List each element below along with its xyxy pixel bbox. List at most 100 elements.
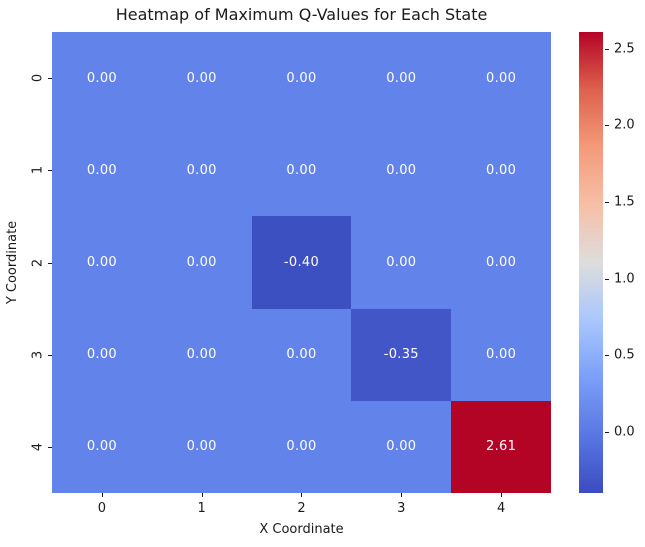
colorbar-tick-mark [605, 278, 609, 280]
x-tick: 3 [351, 493, 451, 519]
tick-label: 0 [30, 73, 46, 83]
tick-mark [48, 262, 52, 264]
colorbar-tick-label: 0.0 [614, 424, 635, 440]
colorbar-tick-mark [605, 431, 609, 433]
cell-value: 0.00 [86, 254, 117, 270]
cell-value: 0.00 [386, 70, 417, 86]
cell-value: 0.00 [486, 70, 517, 86]
tick-mark [48, 446, 52, 448]
cell-value: -0.35 [383, 347, 419, 363]
heatmap-cell: 0.00 [451, 32, 551, 125]
cell-value: 0.00 [86, 162, 117, 178]
x-tick: 1 [152, 493, 252, 519]
heatmap-cell: 0.00 [52, 400, 152, 493]
cell-value: 0.00 [486, 254, 517, 270]
colorbar-tick-label: 1.5 [614, 194, 635, 210]
heatmap-cell: 0.00 [151, 124, 252, 217]
tick-label: 2 [297, 501, 306, 516]
y-tick: 4 [20, 401, 52, 493]
colorbar-tick-label: 2.0 [614, 117, 635, 133]
colorbar-tick-label: 1.0 [614, 271, 635, 287]
heatmap-cell: 0.00 [351, 216, 452, 309]
cell-value: -0.40 [283, 254, 320, 270]
tick-label: 2 [30, 258, 46, 267]
y-tick: 0 [20, 32, 52, 124]
x-tick: 2 [252, 493, 352, 519]
tick-label: 3 [30, 350, 46, 359]
cell-value: 2.61 [486, 439, 517, 455]
cell-value: 0.00 [486, 162, 517, 178]
tick-mark [48, 78, 52, 80]
heatmap-cell: 0.00 [52, 216, 152, 309]
heatmap-cell: 0.00 [151, 308, 252, 401]
colorbar-tick-mark [605, 355, 609, 357]
cell-value: 0.00 [286, 162, 317, 178]
colorbar-tick-mark [605, 48, 609, 50]
heatmap-cell: -0.35 [351, 308, 452, 401]
tick-mark [48, 354, 52, 356]
cell-value: 0.00 [386, 254, 417, 270]
cell-value: 0.00 [186, 254, 217, 270]
cell-value: 0.00 [386, 439, 417, 455]
heatmap-cell: 0.00 [451, 308, 551, 401]
heatmap-cell: 0.00 [451, 124, 551, 217]
colorbar-ticks: 2.5 2.0 1.5 1.0 0.5 0.0 [603, 32, 645, 493]
heatmap-cell: 0.00 [251, 400, 352, 493]
colorbar-tick-label: 2.5 [614, 41, 635, 57]
tick-label: 1 [197, 501, 206, 516]
cell-value: 0.00 [86, 439, 117, 455]
cell-value: 0.00 [186, 347, 217, 363]
heatmap-cell: 0.00 [52, 32, 152, 125]
tick-label: 4 [30, 442, 46, 452]
cell-value: 0.00 [386, 162, 417, 178]
tick-label: 4 [496, 501, 506, 516]
tick-mark [48, 170, 52, 172]
heatmap-cell: 0.00 [351, 32, 452, 125]
chart-title: Heatmap of Maximum Q-Values for Each Sta… [115, 5, 488, 24]
heatmap-cell: 0.00 [151, 32, 252, 125]
heatmap-cell: 2.61 [451, 400, 551, 493]
y-axis-label: Y Coordinate [5, 220, 21, 305]
heatmap-cell: 0.00 [351, 124, 452, 217]
x-tick: 4 [451, 493, 551, 519]
cell-value: 0.00 [86, 347, 117, 363]
heatmap-grid: 0.00 0.00 0.00 0.00 0.00 0.00 0.00 0.00 0.00 0.00… [52, 32, 551, 493]
colorbar [579, 32, 603, 493]
tick-label: 3 [397, 501, 406, 516]
tick-mark [301, 493, 303, 497]
heatmap-cell: 0.00 [52, 308, 152, 401]
tick-label: 1 [30, 166, 46, 175]
x-tick: 0 [52, 493, 152, 519]
colorbar-tick-label: 0.5 [614, 347, 635, 363]
x-axis-label: X Coordinate [259, 522, 344, 537]
cell-value: 0.00 [286, 70, 317, 86]
y-tick: 1 [20, 124, 52, 216]
tick-mark [501, 493, 503, 497]
cell-value: 0.00 [286, 439, 317, 455]
x-axis-ticks: 0 1 2 3 4 [52, 493, 551, 519]
cell-value: 0.00 [186, 70, 217, 86]
colorbar-tick-mark [605, 202, 609, 203]
y-tick: 2 [20, 216, 52, 308]
heatmap-cell: 0.00 [251, 124, 352, 217]
heatmap-cell: 0.00 [151, 216, 252, 309]
heatmap-cell: 0.00 [52, 124, 152, 217]
tick-mark [201, 493, 203, 497]
cell-value: 0.00 [486, 347, 517, 363]
heatmap-cell: -0.40 [251, 216, 352, 309]
tick-mark [101, 493, 103, 497]
colorbar-tick-mark [605, 125, 609, 127]
cell-value: 0.00 [286, 347, 317, 363]
heatmap-cell: 0.00 [351, 400, 452, 493]
heatmap-cell: 0.00 [251, 32, 352, 125]
heatmap-cell: 0.00 [251, 308, 352, 401]
heatmap-cell: 0.00 [451, 216, 551, 309]
cell-value: 0.00 [186, 162, 217, 178]
cell-value: 0.00 [86, 70, 117, 86]
heatmap-cell: 0.00 [151, 400, 252, 493]
tick-mark [401, 493, 403, 497]
tick-label: 0 [97, 501, 107, 516]
y-axis-ticks: 0 1 2 3 4 [20, 32, 52, 493]
y-tick: 3 [20, 309, 52, 401]
